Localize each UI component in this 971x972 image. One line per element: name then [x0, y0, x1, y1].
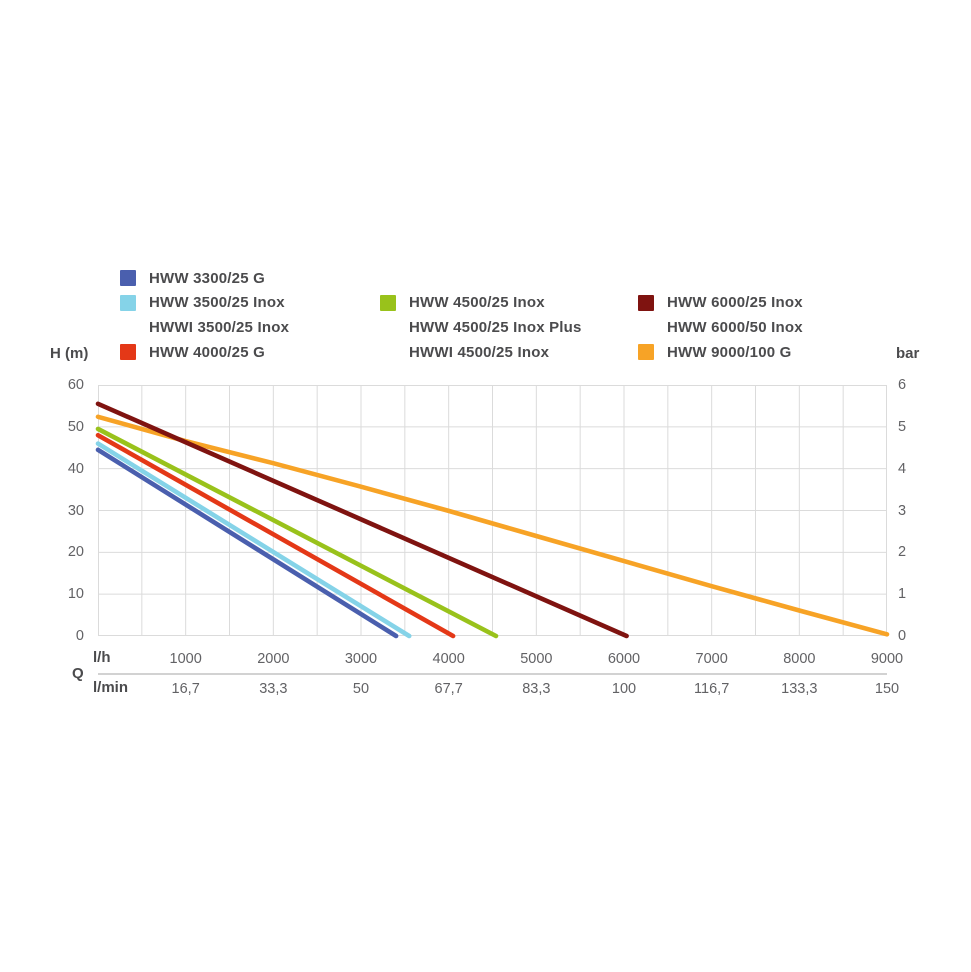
legend-item-label: HWWI 3500/25 Inox: [149, 318, 290, 336]
y-tick-right-1: 1: [898, 586, 907, 603]
x-tick-lh-8000: 8000: [783, 651, 816, 667]
series-line-hww-4500-25-inox-hww-4500-25-inox-plus-hwwi-4500-25-inox: [95, 426, 499, 639]
legend-item: HWW 3500/25 Inox: [120, 291, 289, 316]
series-line-hww-3500-25-inox-hwwi-3500-25-inox: [95, 441, 412, 639]
legend-item-label: HWW 9000/100 G: [667, 343, 792, 361]
y-axis-left-title: H (m): [50, 345, 89, 362]
y-tick-right-5: 5: [898, 418, 907, 435]
series-line-hww-6000-25-inox-hww-6000-50-inox: [95, 401, 629, 639]
y-tick-left-10: 10: [67, 586, 84, 603]
legend-item: HWW 4000/25 G: [120, 340, 289, 365]
x-tick-lmin-2000: 33,3: [259, 681, 288, 697]
x-tick-lh-5000: 5000: [520, 651, 553, 667]
legend-column-3: HWW 6000/25 Inox HWW 6000/50 Inox HWW 9000…: [638, 291, 803, 365]
y-tick-left-30: 30: [67, 502, 84, 519]
legend-swatch-spacer: [120, 319, 136, 335]
legend-item-label: HWW 4000/25 G: [149, 343, 265, 361]
legend-column-2: HWW 4500/25 Inox HWW 4500/25 Inox Plus HWW…: [380, 291, 582, 365]
x-tick-lh-9000: 9000: [870, 651, 904, 667]
x-axis-group-label: Q: [72, 665, 84, 682]
legend-swatch-icon: [120, 344, 136, 361]
y-tick-left-60: 60: [67, 377, 84, 393]
y-tick-left-0: 0: [75, 628, 84, 644]
x-tick-lh-1000: 1000: [169, 651, 202, 667]
x-tick-lh-2000: 2000: [257, 651, 290, 667]
x-tick-lh-6000: 6000: [607, 651, 641, 667]
legend-item: HWW 4500/25 Inox: [380, 291, 582, 316]
x-tick-lmin-4000: 67,7: [434, 681, 463, 697]
legend-swatch-icon: [120, 270, 136, 287]
legend-item-label: HWW 4500/25 Inox: [409, 294, 545, 312]
legend-item: HWWI 3500/25 Inox: [120, 315, 289, 340]
legend-item-label: HWWI 4500/25 Inox: [409, 343, 550, 361]
x-tick-lmin-7000: 116,7: [694, 681, 730, 697]
y-tick-left-50: 50: [67, 418, 84, 435]
y-axis-right-title: bar: [896, 345, 920, 362]
legend-item: HWW 6000/25 Inox: [638, 291, 803, 316]
legend-item: HWWI 4500/25 Inox: [380, 340, 582, 365]
y-tick-left-20: 20: [67, 544, 84, 561]
legend-swatch-icon: [120, 294, 136, 311]
x-tick-lmin-1000: 16,7: [171, 681, 200, 697]
series-line-hww-9000-100-g: [95, 414, 890, 637]
x-tick-lmin-9000: 150: [874, 681, 900, 697]
x-tick-lh-7000: 7000: [695, 651, 728, 667]
y-tick-right-6: 6: [898, 377, 907, 393]
y-tick-right-0: 0: [898, 628, 907, 644]
y-tick-right-4: 4: [898, 460, 907, 477]
y-tick-right-3: 3: [898, 502, 907, 519]
series-line-hww-3300-25-g: [95, 447, 399, 639]
legend-item-label: HWW 6000/50 Inox: [667, 318, 803, 336]
x-tick-lh-4000: 4000: [432, 651, 465, 667]
x-tick-lmin-5000: 83,3: [522, 681, 551, 697]
legend-swatch-icon: [638, 344, 654, 361]
legend-swatch-spacer: [380, 319, 396, 335]
plot-area: [95, 385, 890, 639]
series-line-hww-4000-25-g: [95, 432, 456, 639]
legend-swatch-spacer: [638, 319, 654, 335]
legend-column-1: HWW 3300/25 G HWW 3500/25 Inox HWWI 3500/2…: [120, 266, 289, 364]
legend-item-label: HWW 3300/25 G: [149, 269, 265, 287]
y-tick-left-40: 40: [67, 460, 84, 477]
legend-item: HWW 6000/50 Inox: [638, 315, 803, 340]
legend-item-label: HWW 3500/25 Inox: [149, 294, 285, 312]
legend-item: HWW 9000/100 G: [638, 340, 803, 365]
x-axis-lmin-label: l/min: [93, 679, 129, 696]
y-tick-right-2: 2: [898, 544, 907, 561]
x-axis-lh-label: l/h: [93, 649, 111, 666]
x-tick-lh-3000: 3000: [344, 651, 378, 667]
x-tick-lmin-8000: 133,3: [781, 681, 818, 697]
x-axis-separator-line: [98, 673, 887, 675]
legend-swatch-icon: [638, 294, 654, 311]
legend-item-label: HWW 4500/25 Inox Plus: [409, 318, 582, 336]
legend-item: HWW 4500/25 Inox Plus: [380, 315, 582, 340]
legend-item: HWW 3300/25 G: [120, 266, 289, 291]
legend-swatch-spacer: [380, 344, 396, 360]
legend-item-label: HWW 6000/25 Inox: [667, 294, 803, 312]
x-tick-lmin-3000: 50: [352, 681, 370, 697]
legend-swatch-icon: [380, 294, 396, 311]
x-tick-lmin-6000: 100: [611, 681, 637, 697]
